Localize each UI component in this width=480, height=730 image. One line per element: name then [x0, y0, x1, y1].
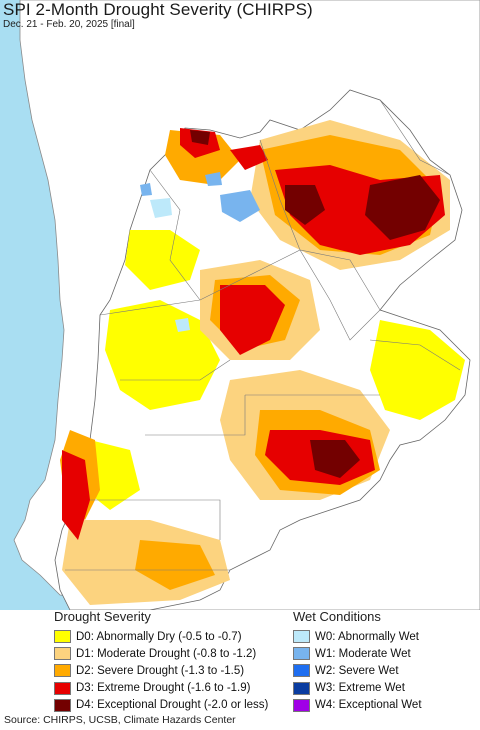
borders: [65, 99, 461, 571]
drought-legend-heading: Drought Severity: [54, 609, 151, 624]
drought-map: [0, 0, 480, 610]
legend-label-d3: D3: Extreme Drought (-1.6 to -1.9): [76, 682, 251, 695]
legend-swatch-d4: [54, 698, 71, 712]
legend-swatch-w3: [293, 681, 310, 695]
legend-item-w2: W2: Severe Wet: [293, 662, 422, 679]
legend-swatch-d2: [54, 664, 71, 678]
legend-label-w4: W4: Exceptional Wet: [315, 699, 422, 712]
legend-label-w2: W2: Severe Wet: [315, 664, 399, 677]
legend-swatch-w0: [293, 630, 310, 644]
legend-label-w3: W3: Extreme Wet: [315, 682, 405, 695]
legend-item-w0: W0: Abnormally Wet: [293, 628, 422, 645]
wet-legend: Wet Conditions W0: Abnormally Wet W1: Mo…: [293, 609, 422, 714]
drought-legend: Drought Severity D0: Abnormally Dry (-0.…: [54, 609, 268, 714]
legend-swatch-w4: [293, 698, 310, 712]
legend-item-w3: W3: Extreme Wet: [293, 680, 422, 697]
wet-legend-heading: Wet Conditions: [293, 609, 381, 624]
legend-swatch-d0: [54, 630, 71, 644]
d0-areas: [85, 230, 465, 510]
legend-item-d2: D2: Severe Drought (-1.3 to -1.5): [54, 662, 268, 679]
legend-label-d1: D1: Moderate Drought (-0.8 to -1.2): [76, 647, 257, 660]
d4-areas: [190, 130, 440, 478]
legend-swatch-w1: [293, 647, 310, 661]
legend-item-d1: D1: Moderate Drought (-0.8 to -1.2): [54, 645, 268, 662]
legend-item-d4: D4: Exceptional Drought (-2.0 or less): [54, 697, 268, 714]
map-canvas: [13, 0, 480, 610]
legend-label-w1: W1: Moderate Wet: [315, 647, 411, 660]
legend-label-d2: D2: Severe Drought (-1.3 to -1.5): [76, 664, 245, 677]
legend-swatch-w2: [293, 664, 310, 678]
legend-item-w1: W1: Moderate Wet: [293, 645, 422, 662]
legend-label-d4: D4: Exceptional Drought (-2.0 or less): [76, 699, 269, 712]
source-credit: Source: CHIRPS, UCSB, Climate Hazards Ce…: [4, 714, 236, 726]
legend-item-d3: D3: Extreme Drought (-1.6 to -1.9): [54, 680, 268, 697]
legend-swatch-d3: [54, 681, 71, 695]
wet-areas: [140, 172, 260, 332]
legend-item-w4: W4: Exceptional Wet: [293, 697, 422, 714]
legend-swatch-d1: [54, 647, 71, 661]
legend-item-d0: D0: Abnormally Dry (-0.5 to -0.7): [54, 628, 268, 645]
legend-label-w0: W0: Abnormally Wet: [315, 630, 419, 643]
legend-label-d0: D0: Abnormally Dry (-0.5 to -0.7): [76, 630, 242, 643]
